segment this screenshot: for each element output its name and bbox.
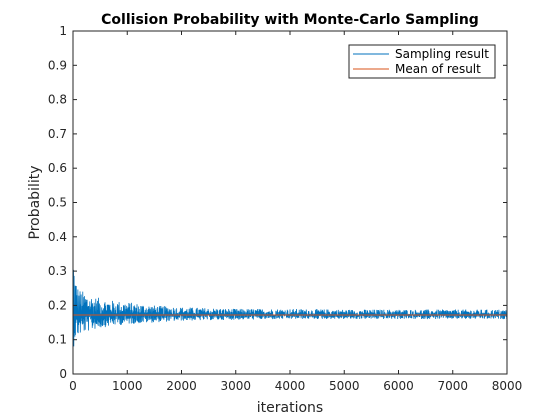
x-axis-label: iterations	[257, 400, 323, 416]
x-tick-label: 1000	[112, 379, 143, 393]
y-tick-label: 0.8	[48, 93, 67, 107]
x-tick-label: 3000	[220, 379, 251, 393]
x-tick-label: 2000	[166, 379, 197, 393]
y-tick-label: 0.1	[48, 333, 67, 347]
x-tick-label: 5000	[329, 379, 360, 393]
y-tick-label: 1	[59, 24, 67, 38]
x-tick-label: 0	[69, 379, 77, 393]
legend-box	[348, 44, 496, 79]
x-tick-label: 8000	[492, 379, 523, 393]
x-tick-label: 7000	[437, 379, 468, 393]
y-tick-label: 0	[59, 367, 67, 381]
y-tick-label: 0.7	[48, 127, 67, 141]
y-tick-label: 0.9	[48, 58, 67, 72]
y-tick-label: 0.3	[48, 264, 67, 278]
axes-background	[73, 31, 507, 374]
x-axis: 0 1000 2000 3000 4000 5000 6000 7000 8000	[69, 31, 522, 393]
legend-entry-label: Mean of result	[395, 62, 481, 76]
y-tick-label: 0.5	[48, 196, 67, 210]
legend-entry-label: Sampling result	[395, 47, 489, 61]
x-tick-label: 6000	[383, 379, 414, 393]
y-axis: 0 0.1 0.2 0.3 0.4 0.5 0.6 0.7 0.8 0.9 1	[48, 24, 507, 381]
x-tick-label: 4000	[275, 379, 306, 393]
chart-title: Collision Probability with Monte-Carlo S…	[101, 12, 479, 28]
y-tick-label: 0.4	[48, 230, 67, 244]
plot-area	[72, 30, 508, 375]
y-axis-label: Probability	[27, 165, 43, 239]
y-tick-label: 0.6	[48, 161, 67, 175]
y-tick-label: 0.2	[48, 298, 67, 312]
